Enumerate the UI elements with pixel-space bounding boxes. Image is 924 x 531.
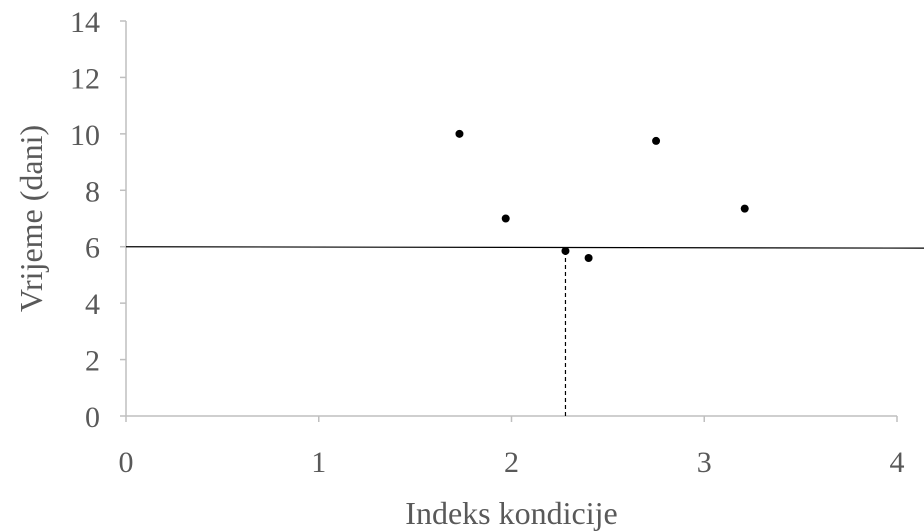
data-point [740,204,749,213]
axes [125,21,897,417]
data-points [455,129,749,262]
data-point [561,246,570,255]
y-tick-label: 2 [85,345,100,378]
y-axis-title: Vrijeme (dani) [13,125,49,312]
x-axis-title: Indeks kondicije [405,495,617,531]
y-tick-label: 4 [85,288,100,321]
data-point [652,136,661,145]
data-point [501,214,510,223]
x-tick-label: 0 [119,446,134,479]
y-tick-label: 6 [85,232,100,265]
y-tick-label: 12 [70,62,100,95]
x-tick-label: 1 [311,446,326,479]
x-tick-label: 2 [504,446,519,479]
x-ticks: 0 1 2 3 4 [119,416,905,479]
y-tick-label: 10 [70,119,100,152]
y-ticks: 0 2 4 6 8 10 12 14 [70,6,126,434]
reference-lines [125,246,924,416]
horizontal-reference-line [125,246,924,249]
y-tick-label: 0 [85,401,100,434]
x-tick-label: 4 [890,446,905,479]
y-tick-label: 8 [85,175,100,208]
data-point [455,129,464,138]
data-point [584,254,593,262]
y-tick-label: 14 [70,6,100,39]
x-tick-label: 3 [697,446,712,479]
